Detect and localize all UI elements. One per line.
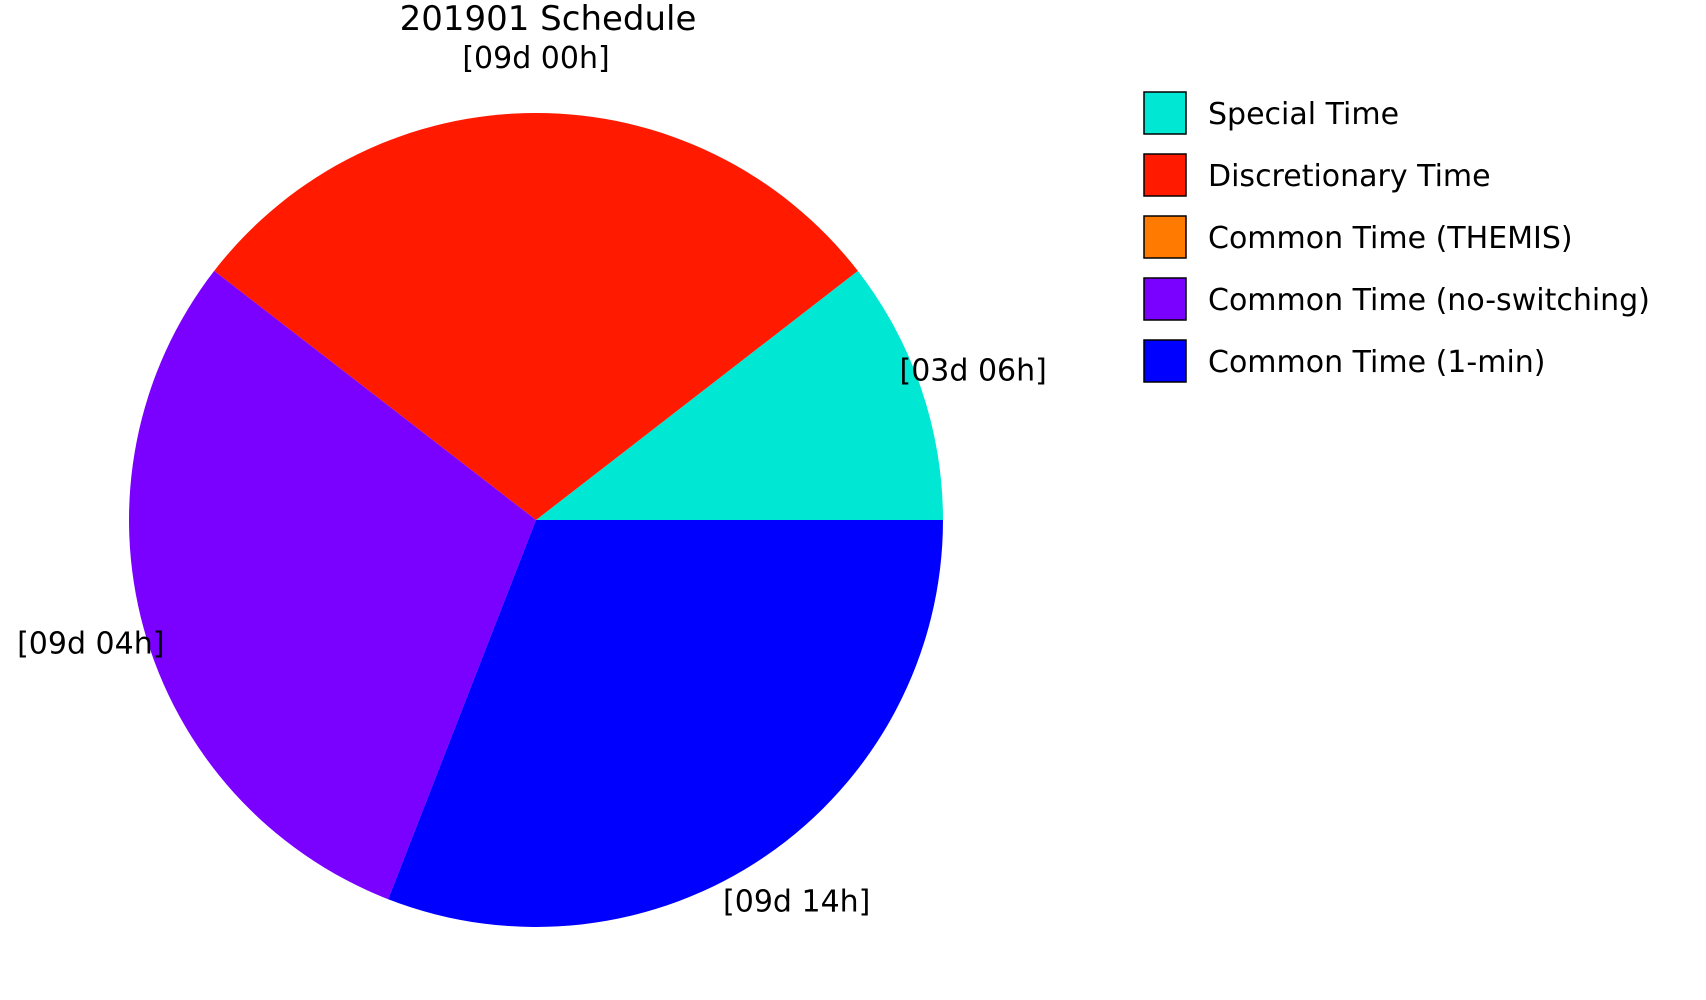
pie-slice-labels: [03d 06h] [09d 00h] [09d 04h] [09d 14h]	[17, 41, 1047, 919]
slice-label: [09d 04h]	[17, 626, 164, 661]
legend-swatch	[1143, 215, 1187, 259]
chart-title: 201901 Schedule	[400, 0, 697, 39]
legend-swatch	[1143, 153, 1187, 197]
legend-label: Common Time (1-min)	[1208, 345, 1546, 380]
slice-label: [03d 06h]	[899, 354, 1046, 389]
slice-label: [09d 00h]	[462, 41, 609, 76]
pie-slice-common-time-no-switching	[128, 270, 537, 900]
legend-swatch	[1143, 277, 1187, 321]
legend-label: Common Time (no-switching)	[1208, 283, 1650, 318]
legend: Special Time Discretionary Time Common Tim…	[1143, 91, 1650, 383]
legend-label: Discretionary Time	[1208, 159, 1491, 194]
legend-swatch	[1143, 91, 1187, 135]
legend-swatch	[1143, 339, 1187, 383]
pie-slice-discretionary-time	[214, 113, 858, 521]
pie-slice-common-time-1-min	[388, 520, 943, 927]
legend-label: Common Time (THEMIS)	[1208, 221, 1573, 256]
pie-slice-special-time	[536, 270, 943, 520]
slice-label: [09d 14h]	[723, 884, 870, 919]
pie-slices	[128, 113, 943, 927]
legend-label: Special Time	[1208, 97, 1399, 132]
